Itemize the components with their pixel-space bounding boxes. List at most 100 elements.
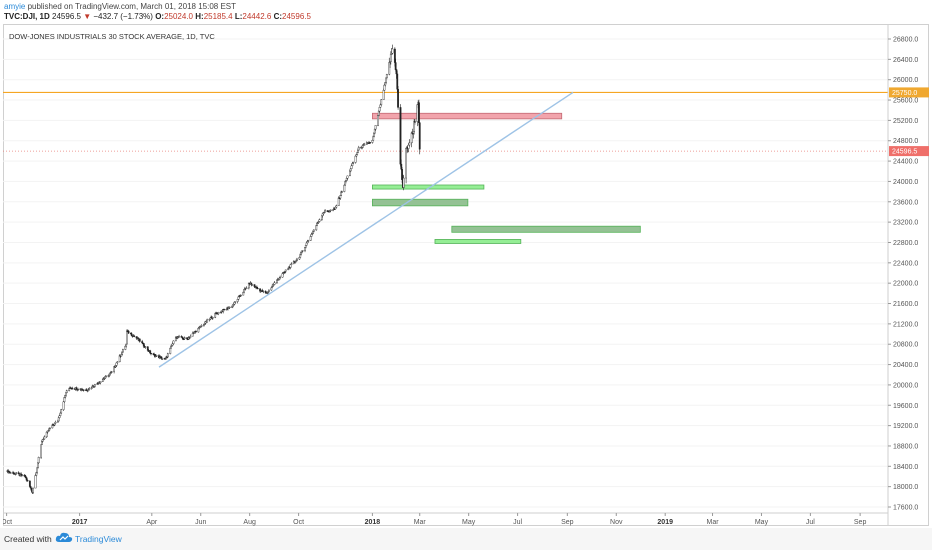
- candle-body: [32, 487, 34, 493]
- candle-body: [71, 388, 74, 390]
- tradingview-brand-link[interactable]: TradingView: [75, 534, 122, 544]
- tradingview-cloud-icon[interactable]: [55, 532, 73, 544]
- price-axis[interactable]: 26800.0 26400.0 26000.0 25600.0 25200.0 24800…: [888, 37, 918, 512]
- candle-body: [352, 162, 355, 164]
- candle-body: [206, 319, 209, 323]
- candle-body: [391, 48, 394, 54]
- y-tick-label: 18000.0: [893, 484, 918, 491]
- candle-body: [416, 104, 419, 122]
- candle-body: [306, 241, 309, 244]
- candle-body: [273, 282, 276, 285]
- candle-body: [253, 284, 256, 287]
- candle-body: [351, 163, 354, 167]
- candle-body: [373, 128, 376, 134]
- y-tick-label: 20400.0: [893, 362, 918, 369]
- candle-body: [120, 354, 123, 357]
- candle-body: [377, 110, 380, 116]
- candle-body: [29, 486, 32, 489]
- candle-body: [37, 457, 40, 464]
- candle-body: [43, 436, 46, 440]
- candle-body: [245, 287, 248, 289]
- candle-body: [211, 317, 214, 319]
- candle-body: [371, 140, 374, 143]
- low-label: L:: [234, 12, 243, 21]
- time-axis[interactable]: Oct 2017 Apr Jun Aug Oct 2018 Mar May Jul Sep Nov 20…: [3, 513, 866, 526]
- x-tick-label: Oct: [3, 519, 12, 526]
- candle-body: [394, 62, 397, 70]
- candle-body: [124, 345, 127, 350]
- last-price-badge: 24596.5: [892, 149, 917, 156]
- price-badges: 25750.0 24596.5: [889, 87, 929, 157]
- x-tick-label: May: [462, 519, 476, 526]
- candle-body: [149, 350, 152, 354]
- candle-body: [372, 136, 375, 141]
- candle-body: [401, 169, 403, 180]
- candle-body: [312, 229, 315, 232]
- candle-body: [169, 347, 172, 354]
- candle-body: [374, 125, 377, 130]
- price-chart[interactable]: 26800.0 26400.0 26000.0 25600.0 25200.0 24800…: [3, 24, 929, 526]
- candle-body: [41, 439, 44, 442]
- candle-body: [15, 472, 18, 474]
- support-gray-zone: [372, 198, 469, 207]
- candle-body: [121, 351, 124, 355]
- candle-body: [60, 409, 63, 414]
- candle-body: [20, 474, 23, 476]
- candle-body: [373, 132, 375, 137]
- chart-header: amyie published on TradingView.com, Marc…: [0, 0, 932, 22]
- candle-body: [155, 355, 158, 357]
- x-tick-label: May: [755, 519, 769, 526]
- y-tick-label: 19200.0: [893, 423, 918, 430]
- candle-body: [105, 375, 107, 377]
- support-gray-zone: [451, 225, 641, 233]
- candle-body: [36, 462, 39, 469]
- candle-body: [413, 121, 416, 132]
- candle-body: [58, 415, 61, 418]
- candle-body: [388, 62, 391, 75]
- x-tick-label: Apr: [146, 519, 158, 526]
- y-tick-label: 19600.0: [893, 403, 918, 410]
- candle-body: [141, 341, 144, 344]
- candle-body: [262, 290, 265, 293]
- candle-body: [108, 373, 111, 376]
- y-tick-label: 24800.0: [893, 138, 918, 145]
- candle-body: [186, 337, 188, 340]
- candle-body: [115, 362, 118, 366]
- candle-body: [26, 480, 29, 482]
- candle-body: [312, 231, 314, 234]
- candle-body: [150, 352, 152, 355]
- candle-body: [402, 177, 405, 188]
- candle-body: [54, 421, 57, 424]
- candle-body: [301, 250, 304, 252]
- x-tick-label: Oct: [293, 519, 304, 526]
- candle-body: [393, 48, 396, 63]
- price-change: −432.7 (−1.73%): [93, 12, 153, 21]
- candle-body: [122, 349, 124, 353]
- candle-body: [304, 245, 307, 248]
- candle-body: [53, 422, 56, 426]
- author-link[interactable]: amyie: [4, 2, 26, 11]
- ohlc-line: TVC:DJI, 1D 24596.5 ▼ −432.7 (−1.73%) O:…: [4, 12, 311, 21]
- candle-body: [357, 149, 359, 153]
- candle-body: [400, 163, 403, 170]
- candle-body: [304, 247, 306, 251]
- zones: [372, 112, 641, 244]
- candle-body: [189, 336, 192, 338]
- candle-body: [380, 99, 383, 106]
- footer: Created with TradingView: [0, 528, 932, 550]
- candle-body: [305, 242, 308, 246]
- candle-body: [377, 115, 379, 126]
- candle-body: [318, 219, 321, 222]
- y-tick-label: 21600.0: [893, 301, 918, 308]
- candle-body: [396, 73, 399, 90]
- x-tick-label: Nov: [610, 519, 623, 526]
- y-tick-label: 22800.0: [893, 240, 918, 247]
- candle-body: [270, 287, 273, 291]
- y-tick-label: 25200.0: [893, 118, 918, 125]
- chart-frame: [3, 24, 929, 526]
- candle-body: [357, 147, 360, 151]
- candle-body: [363, 144, 366, 146]
- chart-title: DOW-JONES INDUSTRIALS 30 STOCK AVERAGE, …: [9, 32, 215, 41]
- x-tick-label: Mar: [414, 519, 427, 526]
- candle-body: [418, 122, 421, 150]
